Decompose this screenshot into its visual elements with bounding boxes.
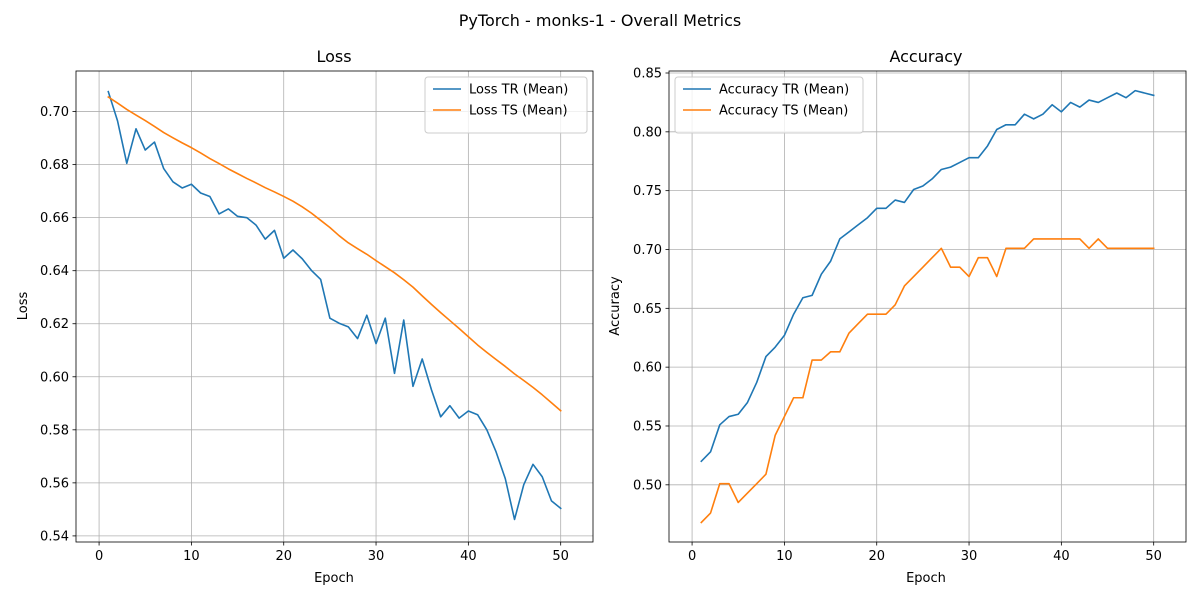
accuracy-legend-label: Accuracy TS (Mean)	[719, 104, 848, 119]
accuracy-legend-box	[674, 76, 864, 134]
accuracy-x-tick-label: 10	[776, 549, 793, 564]
loss-y-tick-label: 0.62	[40, 317, 69, 332]
accuracy-x-tick-label: 40	[1053, 549, 1070, 564]
accuracy-x-tick-label: 30	[961, 549, 978, 564]
loss-y-tick-label: 0.70	[40, 105, 69, 120]
accuracy-x-tick-label: 0	[688, 549, 696, 564]
accuracy-y-tick-label: 0.50	[633, 478, 662, 493]
accuracy-series-line-ts	[700, 238, 1155, 524]
accuracy-y-tick-label: 0.65	[633, 302, 662, 317]
loss-legend-label: Loss TS (Mean)	[469, 104, 568, 119]
loss-legend: Loss TR (Mean) Loss TS (Mean)	[424, 76, 588, 134]
accuracy-legend-label: Accuracy TR (Mean)	[719, 83, 849, 98]
accuracy-y-tick-label: 0.70	[633, 243, 662, 258]
accuracy-chart-title: Accuracy	[889, 47, 962, 66]
accuracy-y-tick-label: 0.75	[633, 184, 662, 199]
loss-y-tick-label: 0.56	[40, 476, 69, 491]
loss-chart-title: Loss	[316, 47, 351, 66]
loss-x-tick-label: 50	[552, 549, 569, 564]
accuracy-legend: Accuracy TR (Mean) Accuracy TS (Mean)	[674, 76, 864, 134]
loss-chart: Loss 0 10 20 30 40 50 0.54 0.56 0.58 0.60 0.62 0.64…	[16, 47, 594, 586]
loss-y-tick-label: 0.68	[40, 158, 69, 173]
loss-y-tick-label: 0.54	[40, 529, 69, 544]
loss-plot-area: 0 10 20 30 40 50 0.54 0.56 0.58 0.60 0.62 0.64 0.66 0…	[40, 70, 594, 564]
accuracy-x-tick-label: 50	[1145, 549, 1162, 564]
accuracy-chart: Accuracy 0 10 20 30 40 50 0.50 0.55 0.60 0.65 0.70…	[608, 47, 1187, 586]
accuracy-axes-frame	[668, 70, 1187, 543]
loss-x-tick-label: 10	[183, 549, 200, 564]
loss-axes-frame	[75, 70, 594, 543]
accuracy-y-tick-label: 0.80	[633, 125, 662, 140]
loss-y-axis-label: Loss	[16, 292, 31, 321]
loss-x-tick-label: 20	[275, 549, 292, 564]
accuracy-y-tick-label: 0.85	[633, 67, 662, 82]
accuracy-y-tick-label: 0.55	[633, 419, 662, 434]
loss-y-tick-label: 0.60	[40, 370, 69, 385]
loss-y-tick-label: 0.64	[40, 264, 69, 279]
accuracy-series-line-tr	[700, 89, 1155, 463]
accuracy-x-tick-label: 20	[868, 549, 885, 564]
loss-legend-label: Loss TR (Mean)	[469, 83, 568, 98]
loss-x-tick-label: 40	[460, 549, 477, 564]
loss-legend-box	[424, 76, 588, 134]
accuracy-x-axis-label: Epoch	[906, 571, 946, 586]
loss-y-tick-label: 0.58	[40, 423, 69, 438]
accuracy-y-tick-label: 0.60	[633, 361, 662, 376]
accuracy-y-axis-label: Accuracy	[608, 276, 623, 336]
loss-series-line-ts	[107, 95, 562, 412]
loss-x-axis-label: Epoch	[314, 571, 354, 586]
loss-x-tick-label: 0	[95, 549, 103, 564]
figure-title: PyTorch - monks-1 - Overall Metrics	[459, 11, 741, 30]
loss-x-tick-label: 30	[368, 549, 385, 564]
loss-y-tick-label: 0.66	[40, 211, 69, 226]
loss-series-line-tr	[107, 90, 562, 521]
